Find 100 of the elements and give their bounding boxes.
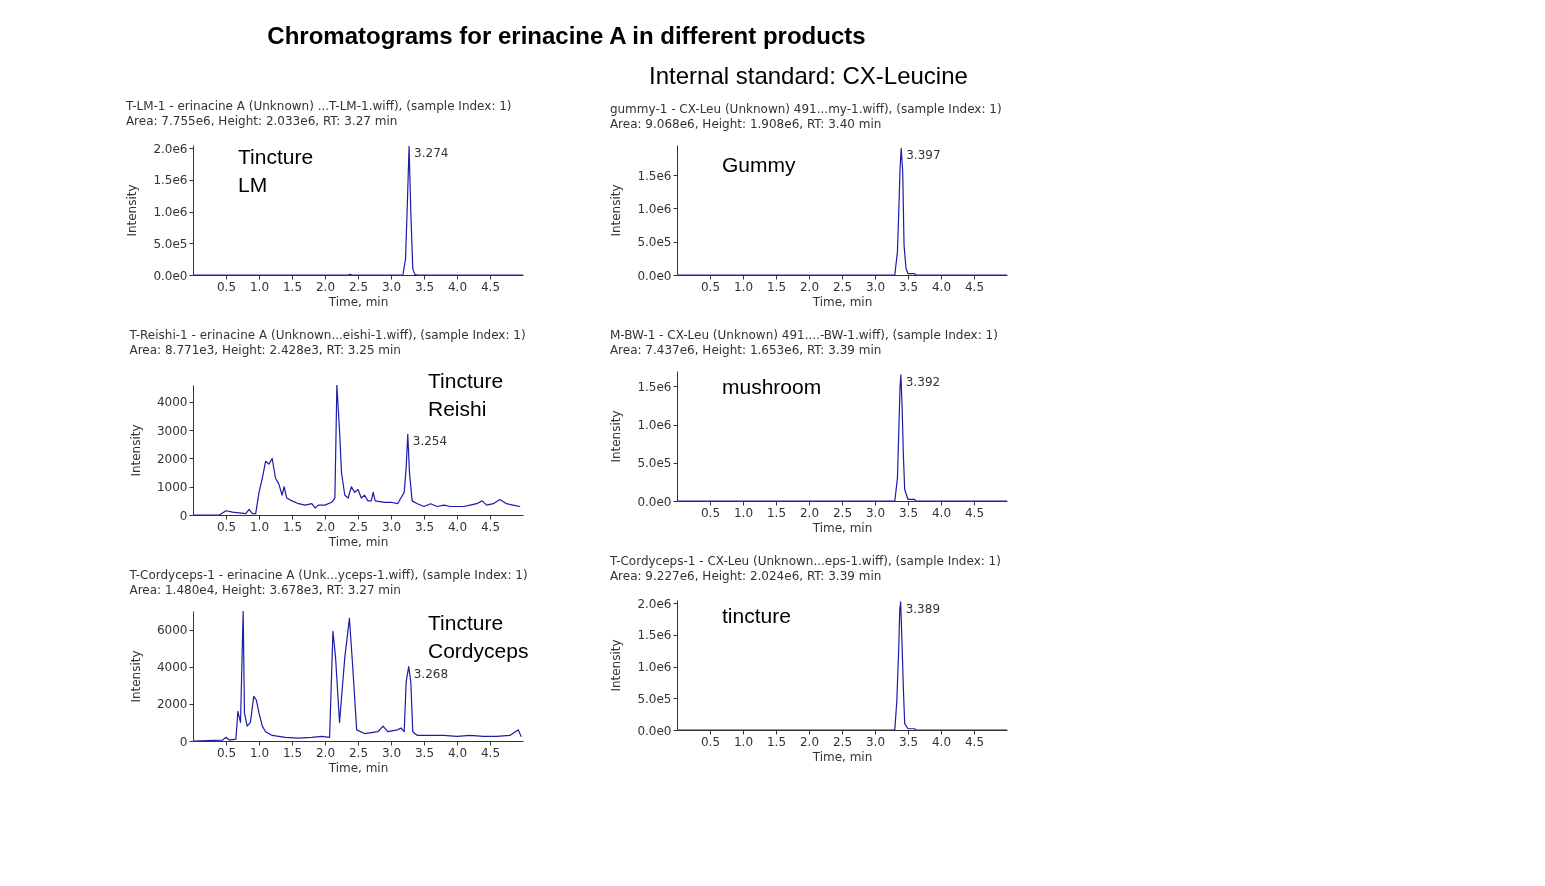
x-tick-label: 2.5 [348, 279, 369, 294]
x-tick-label: 4.0 [931, 279, 952, 294]
y-tick-label: 0 [179, 508, 188, 523]
x-tick-label: 2.5 [832, 734, 853, 749]
annotation: 3.392 [905, 374, 941, 389]
x-tick-label: 4.0 [931, 734, 952, 749]
chart-title: T-Cordyceps-1 - CX-Leu (Unknown...eps-1.wiff), (sample Index: 1) [608, 554, 1001, 569]
annotation: tincture [722, 604, 791, 627]
y-tick-label: 1.0e6 [637, 660, 672, 675]
x-axis-title: Time, min [327, 534, 389, 549]
x-tick-label: 4.5 [964, 505, 985, 520]
x-tick-label: 4.0 [931, 505, 952, 520]
y-tick-label: 3000 [156, 423, 188, 438]
y-tick-label: 4000 [156, 395, 188, 410]
y-tick-label: 1.5e6 [153, 173, 188, 188]
annotation: Tincture Cordyceps [428, 611, 529, 662]
y-tick-label: 5.0e5 [637, 691, 672, 706]
x-tick-label: 1.0 [733, 279, 754, 294]
x-axis-title: Time, min [327, 760, 389, 775]
x-tick-label: 4.0 [447, 519, 468, 534]
x-tick-label: 1.5 [766, 279, 787, 294]
x-tick-label: 0.5 [216, 279, 237, 294]
y-tick-label: 2000 [156, 451, 188, 466]
y-tick-label: 2.0e6 [153, 141, 188, 156]
x-tick-label: 4.5 [964, 734, 985, 749]
x-tick-label: 4.5 [964, 279, 985, 294]
annotation: Tincture Reishi [428, 369, 504, 420]
x-tick-label: 0.5 [216, 745, 237, 760]
x-tick-label: 2.5 [832, 279, 853, 294]
x-tick-label: 2.5 [832, 505, 853, 520]
line-series [677, 147, 1007, 275]
x-tick-label: 1.0 [733, 505, 754, 520]
annotation: mushroom [722, 375, 822, 398]
y-tick-label: 5.0e5 [153, 236, 188, 251]
chart-title: M-BW-1 - CX-Leu (Unknown) 491....-BW-1.wiff), (sample Index: 1) [609, 328, 998, 342]
chart-subtitle: Area: 7.755e6, Height: 2.033e6, RT: 3.27 min [125, 114, 398, 129]
y-axis-title: Intensity [128, 650, 143, 703]
x-tick-label: 4.5 [480, 745, 501, 760]
x-tick-label: 2.0 [799, 279, 820, 294]
x-tick-label: 2.0 [315, 745, 336, 760]
text: Chromatograms for erinacine A in different products [267, 22, 866, 49]
text: Internal standard: CX-Leucine [649, 62, 968, 89]
y-tick-label: 0 [179, 734, 188, 749]
x-tick-label: 4.5 [480, 519, 501, 534]
chart-subtitle: Area: 1.480e4, Height: 3.678e3, RT: 3.27 min [129, 583, 401, 597]
x-tick-label: 4.0 [447, 279, 468, 294]
y-tick-label: 0.0e0 [637, 268, 672, 283]
chart-subtitle: Area: 9.227e6, Height: 2.024e6, RT: 3.39 min [609, 569, 882, 584]
line-series [193, 145, 523, 275]
x-tick-label: 1.5 [282, 279, 303, 294]
x-tick-label: 3.5 [414, 279, 435, 294]
x-axis-title: Time, min [811, 749, 873, 764]
y-tick-label: 1.5e6 [637, 379, 672, 394]
x-tick-label: 3.0 [381, 279, 402, 294]
y-tick-label: 1.0e6 [153, 205, 188, 220]
x-tick-label: 1.5 [766, 505, 787, 520]
x-tick-label: 3.5 [414, 745, 435, 760]
x-tick-label: 1.0 [733, 734, 754, 749]
x-tick-label: 2.5 [348, 745, 369, 760]
x-axis-title: Time, min [327, 294, 389, 309]
chart-subtitle: Area: 9.068e6, Height: 1.908e6, RT: 3.40 min [609, 117, 882, 131]
annotation: 3.254 [412, 434, 448, 449]
x-tick-label: 3.5 [898, 505, 919, 520]
x-tick-label: 3.0 [381, 519, 402, 534]
y-tick-label: 2.0e6 [637, 596, 672, 611]
annotation: 3.274 [414, 146, 449, 161]
y-axis-title: Intensity [125, 184, 140, 237]
y-tick-label: 6000 [156, 623, 188, 638]
x-tick-label: 1.5 [282, 745, 303, 760]
chart-title: T-LM-1 - erinacine A (Unknown) ...T-LM-1.wiff), (sample Index: 1) [124, 99, 512, 114]
y-tick-label: 5.0e5 [637, 235, 672, 250]
annotation: Tincture LM [238, 145, 314, 196]
y-tick-label: 1000 [156, 480, 188, 495]
chart-title: T-Reishi-1 - erinacine A (Unknown...eishi-1.wiff), (sample Index: 1) [128, 328, 526, 342]
y-tick-label: 0.0e0 [153, 268, 188, 283]
y-axis-title: Intensity [609, 410, 624, 463]
y-tick-label: 1.0e6 [637, 201, 672, 216]
x-tick-label: 1.0 [249, 745, 270, 760]
x-tick-label: 3.5 [898, 734, 919, 749]
annotation: Gummy [722, 153, 796, 176]
x-tick-label: 0.5 [700, 734, 721, 749]
annotation: 3.397 [906, 148, 941, 163]
x-tick-label: 2.0 [799, 505, 820, 520]
x-tick-label: 1.5 [282, 519, 303, 534]
y-tick-label: 1.5e6 [637, 628, 672, 643]
y-tick-label: 1.5e6 [637, 168, 672, 183]
x-tick-label: 1.0 [249, 279, 270, 294]
x-tick-label: 2.0 [315, 279, 336, 294]
x-axis-title: Time, min [811, 294, 873, 309]
annotation: 3.268 [413, 666, 449, 681]
x-tick-label: 3.0 [865, 734, 886, 749]
x-tick-label: 1.0 [249, 519, 270, 534]
chart-subtitle: Area: 7.437e6, Height: 1.653e6, RT: 3.39 min [609, 343, 882, 357]
x-axis-title: Time, min [811, 520, 873, 535]
x-tick-label: 3.5 [898, 279, 919, 294]
x-tick-label: 0.5 [216, 519, 237, 534]
x-tick-label: 2.0 [315, 519, 336, 534]
y-tick-label: 1.0e6 [637, 418, 672, 433]
x-tick-label: 0.5 [700, 279, 721, 294]
x-tick-label: 0.5 [700, 505, 721, 520]
